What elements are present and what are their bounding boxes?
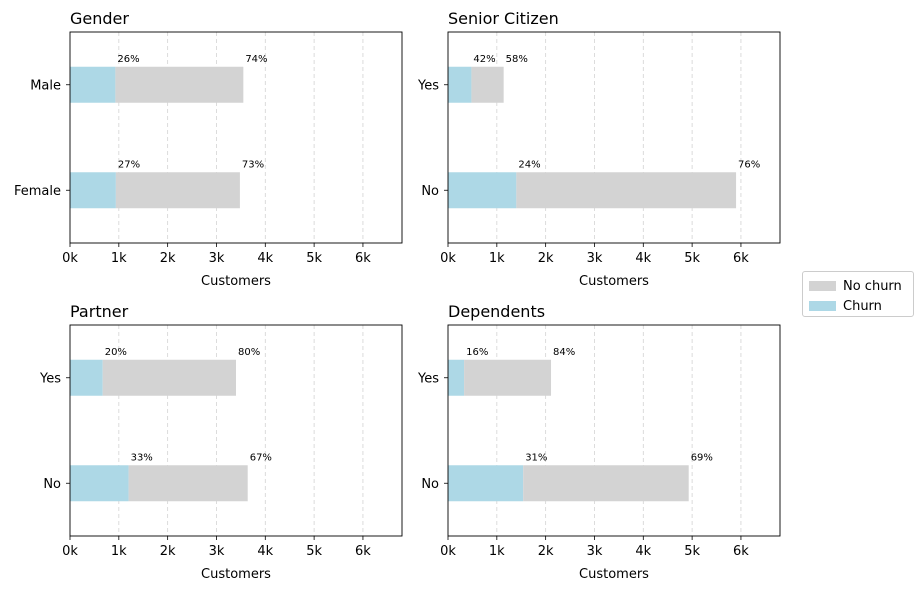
bar-churn-no: [448, 465, 524, 502]
x-tick-label-3k: 3k: [587, 251, 603, 266]
panel-partner: 20% 80% Yes 33% 67% No 0k 1k 2k 3k 4k 5k 6k Customers…: [39, 302, 403, 582]
x-tick-label-5k: 5k: [306, 544, 322, 559]
x-axis-label: Customers: [201, 274, 271, 289]
bar-no-churn-no: [128, 465, 248, 502]
bar-churn-no: [70, 465, 129, 502]
bar-no-churn-no: [516, 172, 737, 209]
bar-churn-no: [448, 172, 517, 209]
legend-swatch-churn: [809, 301, 836, 311]
bar-churn-yes: [448, 359, 465, 396]
x-tick-label-0k: 0k: [440, 251, 456, 266]
x-tick-label-6k: 6k: [733, 544, 749, 559]
panel-title: Partner: [70, 302, 129, 321]
x-tick-label-3k: 3k: [209, 544, 225, 559]
x-tick-label-1k: 1k: [489, 251, 505, 266]
panel-title: Gender: [70, 9, 129, 28]
x-tick-label-2k: 2k: [160, 544, 176, 559]
bar-no-churn-yes: [471, 66, 504, 103]
panel-title: Senior Citizen: [448, 9, 559, 28]
x-tick-label-5k: 5k: [684, 544, 700, 559]
bar-churn-female: [70, 172, 116, 209]
x-axis-label: Customers: [201, 567, 271, 582]
data-label-no-churn-no: 69%: [691, 452, 713, 463]
data-label-no-churn-no: 76%: [738, 159, 760, 170]
x-tick-label-2k: 2k: [538, 251, 554, 266]
bar-no-churn-yes: [464, 359, 552, 396]
legend-label-churn: Churn: [843, 298, 882, 314]
x-tick-label-5k: 5k: [684, 251, 700, 266]
x-tick-label-3k: 3k: [209, 251, 225, 266]
x-axis-label: Customers: [579, 567, 649, 582]
axes-frame: [69, 324, 403, 537]
x-tick-label-4k: 4k: [635, 544, 651, 559]
data-label-churn-male: 26%: [117, 54, 139, 65]
data-label-churn-no: 31%: [525, 452, 547, 463]
legend-item-no-churn: No churn: [809, 276, 913, 296]
x-tick-label-6k: 6k: [733, 251, 749, 266]
y-tick-label-yes: Yes: [417, 371, 439, 386]
chart-legend: No churn Churn: [802, 271, 914, 317]
legend-label-no-churn: No churn: [843, 278, 902, 294]
x-tick-label-0k: 0k: [440, 544, 456, 559]
bar-no-churn-female: [115, 172, 240, 209]
x-tick-label-1k: 1k: [111, 251, 127, 266]
y-tick-label-male: Male: [30, 78, 61, 93]
x-tick-label-6k: 6k: [355, 251, 371, 266]
panel-dependents: 16% 84% Yes 31% 69% No 0k 1k 2k 3k 4k 5k 6k Customers…: [417, 302, 781, 582]
panel-title: Dependents: [448, 302, 545, 321]
x-tick-label-4k: 4k: [635, 251, 651, 266]
x-tick-label-2k: 2k: [538, 544, 554, 559]
bar-no-churn-no: [523, 465, 689, 502]
panel-gender: 26% 74% Male 27% 73% Female 0k 1k 2k 3k 4k 5k 6k Cust…: [14, 9, 403, 289]
data-label-churn-no: 33%: [131, 452, 153, 463]
data-label-no-churn-yes: 84%: [553, 347, 575, 358]
x-tick-label-4k: 4k: [257, 251, 273, 266]
data-label-churn-no: 24%: [518, 159, 540, 170]
data-label-churn-yes: 42%: [473, 54, 495, 65]
data-label-churn-female: 27%: [118, 159, 140, 170]
data-label-no-churn-no: 67%: [250, 452, 272, 463]
legend-swatch-no-churn: [809, 281, 836, 291]
x-tick-label-2k: 2k: [160, 251, 176, 266]
y-tick-label-female: Female: [14, 184, 61, 199]
x-tick-label-3k: 3k: [587, 544, 603, 559]
x-tick-label-0k: 0k: [62, 251, 78, 266]
y-tick-label-no: No: [43, 477, 61, 492]
axes-frame: [447, 31, 781, 244]
data-label-churn-yes: 20%: [105, 347, 127, 358]
x-tick-label-1k: 1k: [111, 544, 127, 559]
data-label-no-churn-yes: 80%: [238, 347, 260, 358]
data-label-no-churn-yes: 58%: [506, 54, 528, 65]
bar-churn-male: [70, 66, 116, 103]
y-tick-label-yes: Yes: [417, 78, 439, 93]
panel-senior-citizen: 42% 58% Yes 24% 76% No 0k 1k 2k 3k 4k 5k 6k Customers…: [417, 9, 781, 289]
bar-no-churn-yes: [102, 359, 236, 396]
x-tick-label-6k: 6k: [355, 544, 371, 559]
x-tick-label-0k: 0k: [62, 544, 78, 559]
axes-frame: [69, 31, 403, 244]
y-tick-label-no: No: [421, 184, 439, 199]
y-tick-label-yes: Yes: [39, 371, 61, 386]
axes-frame: [447, 324, 781, 537]
data-label-no-churn-male: 74%: [245, 54, 267, 65]
x-tick-label-5k: 5k: [306, 251, 322, 266]
x-axis-label: Customers: [579, 274, 649, 289]
data-label-churn-yes: 16%: [466, 347, 488, 358]
y-tick-label-no: No: [421, 477, 439, 492]
bar-churn-yes: [70, 359, 103, 396]
legend-item-churn: Churn: [809, 296, 913, 316]
x-tick-label-4k: 4k: [257, 544, 273, 559]
x-tick-label-1k: 1k: [489, 544, 505, 559]
bar-churn-yes: [448, 66, 472, 103]
data-label-no-churn-female: 73%: [242, 159, 264, 170]
bar-no-churn-male: [115, 66, 244, 103]
